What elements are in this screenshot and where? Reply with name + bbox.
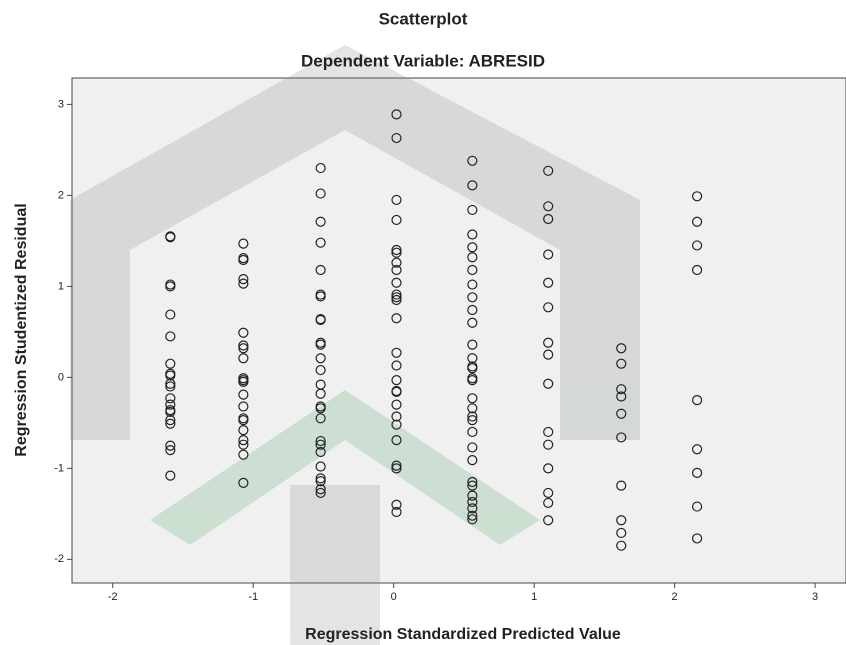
y-tick-label: 1: [58, 280, 64, 292]
x-tick-label: 2: [672, 591, 678, 603]
chart-subtitle: Dependent Variable: ABRESID: [301, 51, 545, 70]
x-axis-label: Regression Standardized Predicted Value: [305, 626, 621, 643]
x-tick-label: -1: [248, 591, 258, 603]
x-tick-label: 3: [812, 591, 818, 603]
y-tick-label: 3: [58, 98, 64, 110]
y-tick-label: -1: [54, 462, 64, 474]
x-tick-label: -2: [108, 591, 118, 603]
chart: Scatterplot Dependent Variable: ABRESID …: [0, 0, 846, 645]
y-tick-label: 0: [58, 371, 64, 383]
y-axis-label: Regression Studentized Residual: [13, 203, 30, 456]
y-tick-label: 2: [58, 189, 64, 201]
x-tick-label: 0: [391, 591, 397, 603]
chart-title: Scatterplot: [379, 9, 468, 28]
page: {"chart_data": { "type": "scatter", "tit…: [0, 0, 846, 645]
y-tick-label: -2: [54, 553, 64, 565]
x-tick-label: 1: [531, 591, 537, 603]
